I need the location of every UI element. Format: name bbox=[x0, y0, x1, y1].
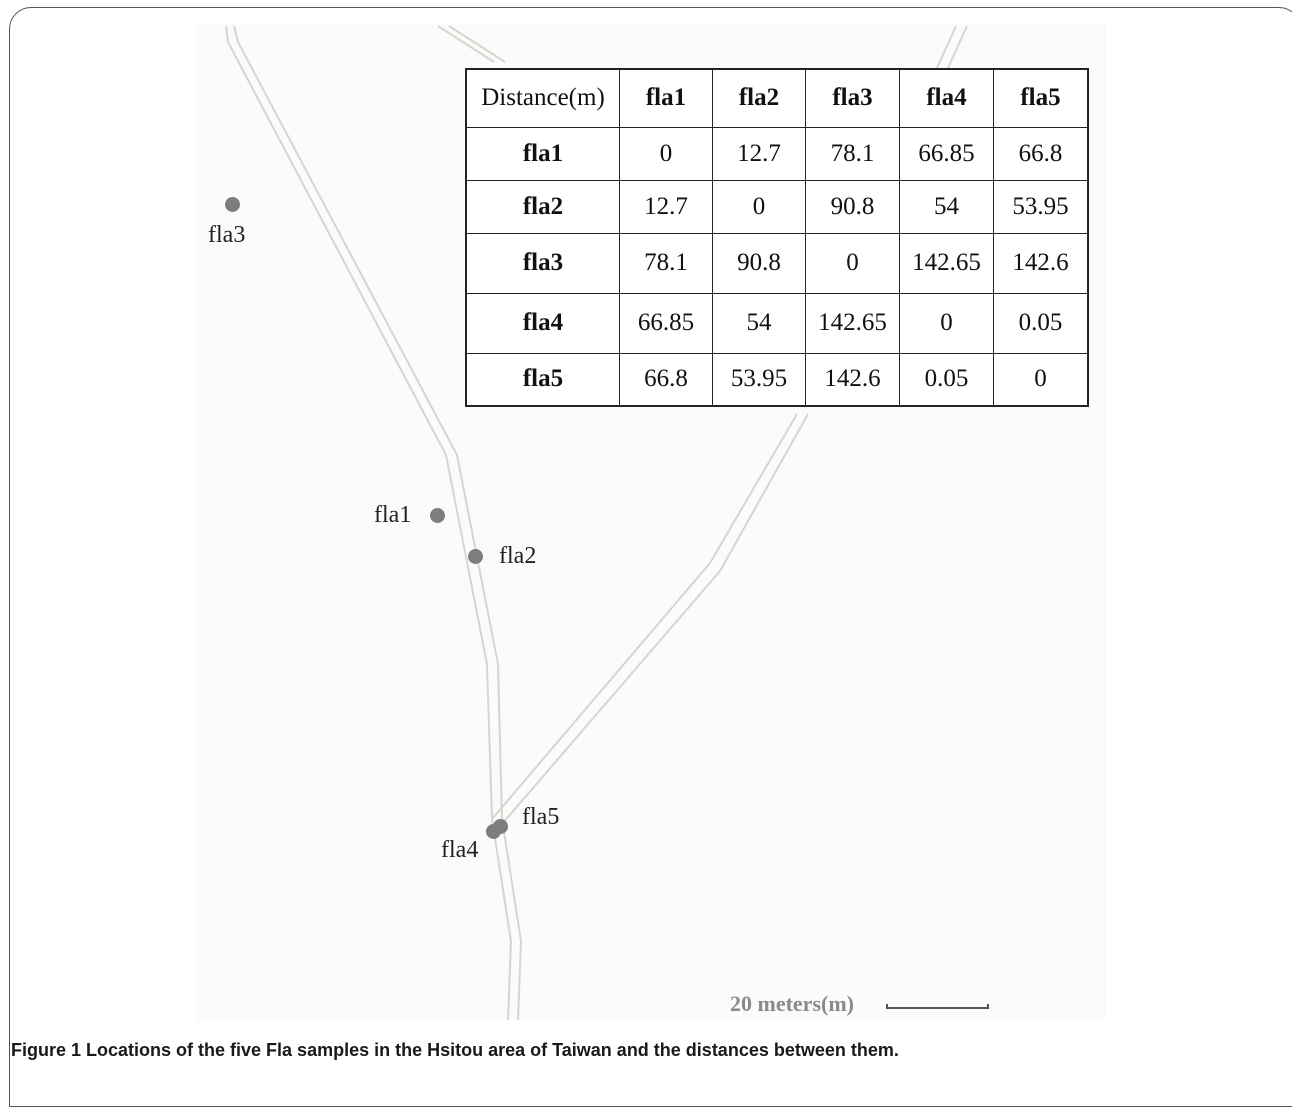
caption-label: Figure 1 bbox=[11, 1040, 82, 1060]
column-header: fla3 bbox=[805, 68, 900, 128]
row-header: fla1 bbox=[465, 126, 620, 181]
table-row: fla5 66.8 53.95 142.6 0.05 0 bbox=[465, 352, 1089, 407]
point-fla5[interactable] bbox=[493, 819, 508, 834]
row-header: fla3 bbox=[465, 232, 620, 294]
top-road-edge-b bbox=[448, 25, 506, 63]
table-cell: 0.05 bbox=[899, 352, 994, 407]
row-header: fla4 bbox=[465, 292, 620, 354]
table-corner-header: Distance(m) bbox=[465, 68, 620, 128]
table-row: fla3 78.1 90.8 0 142.65 142.6 bbox=[465, 232, 1089, 294]
top-road-edge-a bbox=[437, 25, 495, 63]
point-fla1[interactable] bbox=[430, 508, 445, 523]
label-fla3: fla3 bbox=[208, 222, 246, 248]
table-cell: 78.1 bbox=[805, 126, 900, 181]
main-road-edge-left bbox=[225, 25, 513, 1020]
table-cell: 142.65 bbox=[899, 232, 994, 294]
table-cell: 54 bbox=[899, 179, 994, 234]
table-cell: 0.05 bbox=[993, 292, 1089, 354]
table-cell: 66.85 bbox=[899, 126, 994, 181]
upper-right-road-edge-b bbox=[947, 25, 968, 69]
table-cell: 12.7 bbox=[712, 126, 806, 181]
table-cell: 142.65 bbox=[805, 292, 900, 354]
table-cell: 142.6 bbox=[993, 232, 1089, 294]
row-header: fla2 bbox=[465, 179, 620, 234]
branch-road-edge-right bbox=[501, 413, 809, 825]
table-row: fla1 0 12.7 78.1 66.85 66.8 bbox=[465, 126, 1089, 181]
table-cell: 0 bbox=[805, 232, 900, 294]
figure-caption: Figure 1 Locations of the five Fla sampl… bbox=[11, 1040, 899, 1061]
table-header-row: Distance(m) fla1 fla2 fla3 fla4 fla5 bbox=[465, 68, 1089, 128]
main-road-edge-right bbox=[233, 25, 523, 1020]
distance-table: Distance(m) fla1 fla2 fla3 fla4 fla5 fla… bbox=[465, 68, 1089, 407]
label-fla1: fla1 bbox=[374, 502, 412, 528]
column-header: fla4 bbox=[899, 68, 994, 128]
table-cell: 78.1 bbox=[619, 232, 713, 294]
table-cell: 66.8 bbox=[993, 126, 1089, 181]
table-row: fla4 66.85 54 142.65 0 0.05 bbox=[465, 292, 1089, 354]
column-header: fla1 bbox=[619, 68, 713, 128]
point-fla3[interactable] bbox=[225, 197, 240, 212]
table-cell: 53.95 bbox=[712, 352, 806, 407]
point-fla2[interactable] bbox=[468, 549, 483, 564]
caption-text: Locations of the five Fla samples in the… bbox=[86, 1040, 899, 1060]
row-header: fla5 bbox=[465, 352, 620, 407]
column-header: fla2 bbox=[712, 68, 806, 128]
column-header: fla5 bbox=[993, 68, 1089, 128]
table-cell: 0 bbox=[899, 292, 994, 354]
table-cell: 12.7 bbox=[619, 179, 713, 234]
table-cell: 0 bbox=[993, 352, 1089, 407]
scale-bar bbox=[886, 1004, 989, 1009]
label-fla2: fla2 bbox=[499, 543, 537, 569]
table-row: fla2 12.7 0 90.8 54 53.95 bbox=[465, 179, 1089, 234]
table-cell: 53.95 bbox=[993, 179, 1089, 234]
table-cell: 54 bbox=[712, 292, 806, 354]
table-cell: 0 bbox=[712, 179, 806, 234]
scale-label: 20 meters(m) bbox=[730, 991, 854, 1016]
table-cell: 66.85 bbox=[619, 292, 713, 354]
upper-right-road-edge-a bbox=[936, 25, 957, 69]
table-cell: 142.6 bbox=[805, 352, 900, 407]
branch-road-edge-left bbox=[491, 413, 798, 820]
label-fla5: fla5 bbox=[522, 804, 560, 830]
label-fla4: fla4 bbox=[441, 837, 479, 863]
table-cell: 66.8 bbox=[619, 352, 713, 407]
table-cell: 0 bbox=[619, 126, 713, 181]
table-cell: 90.8 bbox=[805, 179, 900, 234]
road-network bbox=[225, 25, 968, 1020]
table-cell: 90.8 bbox=[712, 232, 806, 294]
